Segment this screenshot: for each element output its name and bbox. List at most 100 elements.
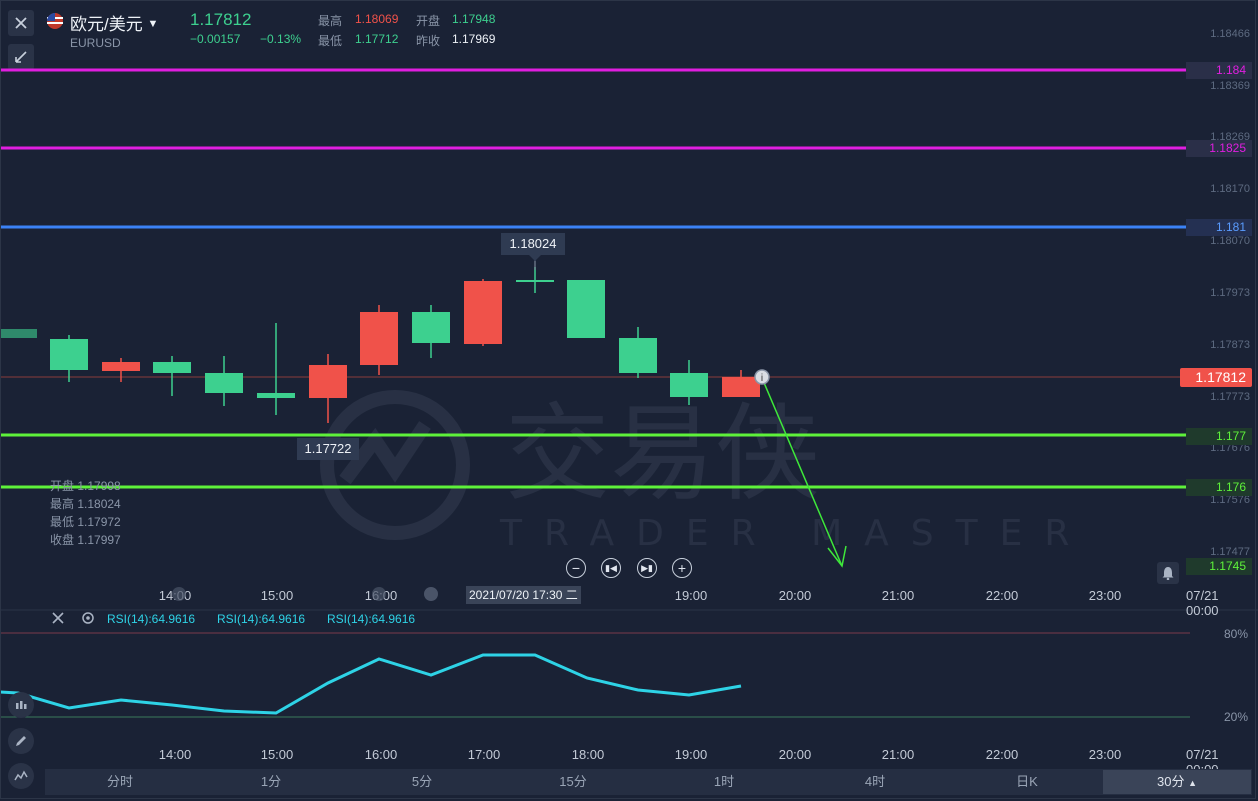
price-tick: 1.18466 <box>1210 28 1250 40</box>
close-button[interactable] <box>8 10 34 36</box>
timeframe-1h[interactable]: 1时 <box>713 774 735 789</box>
rsi-settings-button[interactable] <box>80 610 96 629</box>
candle <box>205 373 243 393</box>
timeframe-30min-active[interactable]: 30分 ▲ <box>1103 770 1251 794</box>
level-tag-1176[interactable]: 1.176 <box>1186 479 1252 496</box>
timeframe-4h[interactable]: 4时 <box>864 774 886 789</box>
pencil-icon <box>16 736 26 746</box>
prev-close-label: 昨收 <box>416 34 441 48</box>
candles <box>0 267 760 423</box>
marker-dot <box>424 587 438 601</box>
timeframe-daily[interactable]: 日K <box>1016 774 1038 789</box>
price-tick: 1.17576 <box>1210 494 1250 506</box>
price-tick: 1.18369 <box>1210 80 1250 92</box>
indicator-icon <box>14 770 28 781</box>
watermark-en: TRADER MASTER <box>499 513 1091 554</box>
time-tick: 19:00 <box>674 747 708 762</box>
collapse-button[interactable] <box>8 44 34 70</box>
level-tag-1184[interactable]: 1.184 <box>1186 62 1252 79</box>
low-callout: 1.17722 <box>297 438 359 460</box>
open-label: 开盘 <box>416 14 441 28</box>
time-tick: 21:00 <box>881 588 915 603</box>
price-tick: 1.17477 <box>1210 546 1250 558</box>
time-tick: 15:00 <box>260 747 294 762</box>
marker-dot <box>372 587 386 601</box>
symbol-code: EURUSD <box>70 36 121 50</box>
time-tick: 21:00 <box>881 747 915 762</box>
time-tick: 17:00 <box>467 747 501 762</box>
candle <box>360 312 398 365</box>
close-icon <box>52 612 64 624</box>
watermark-logo <box>320 390 470 540</box>
zoom-out-button[interactable]: − <box>566 558 586 578</box>
rsi-level-high: 80% <box>1223 627 1248 641</box>
price-tick: 1.17973 <box>1210 287 1250 299</box>
rsi-label: RSI(14):64.9616 <box>327 612 416 626</box>
price-tick: 1.17773 <box>1210 391 1250 403</box>
zoom-out-icon: − <box>571 560 581 576</box>
timeframe-tick[interactable]: 分时 <box>106 774 133 789</box>
price-change: −0.00157 <box>190 32 241 46</box>
bell-icon <box>1162 567 1174 580</box>
timeframe-bar <box>45 769 1252 795</box>
timeframe-5min[interactable]: 5分 <box>411 774 433 789</box>
forecast-arrow[interactable]: i <box>754 369 847 568</box>
level-tag-11745[interactable]: 1.1745 <box>1186 558 1252 575</box>
price-change-pct: −0.13% <box>260 32 302 46</box>
time-tick: 22:00 <box>985 747 1019 762</box>
svg-text:i: i <box>761 373 763 384</box>
rsi-line <box>0 653 742 715</box>
candle <box>153 362 191 373</box>
rsi-close-button[interactable] <box>50 610 66 629</box>
marker-dot <box>172 587 186 601</box>
high-value: 1.18069 <box>355 12 399 26</box>
rsi-label: RSI(14):64.9616 <box>217 612 306 626</box>
close-icon <box>15 17 27 29</box>
price-tick: 1.18170 <box>1210 183 1250 195</box>
alert-button[interactable] <box>1157 562 1179 584</box>
forecast-handle[interactable] <box>754 369 770 385</box>
ohlc-high: 最高 1.18024 <box>50 497 121 511</box>
ohlc-close: 收盘 1.17997 <box>50 533 121 547</box>
skip-back-icon: ▮◀ <box>605 562 617 573</box>
candle <box>464 281 502 344</box>
high-label: 最高 <box>318 14 343 28</box>
level-tag-11825[interactable]: 1.1825 <box>1186 140 1252 157</box>
price-tick: 1.17676 <box>1210 442 1250 454</box>
candle <box>102 362 140 371</box>
dropdown-icon: ▼ <box>147 18 159 30</box>
time-tick: 14:00 <box>158 747 192 762</box>
skip-forward-button[interactable]: ▶▮ <box>637 558 657 578</box>
zoom-in-button[interactable]: + <box>672 558 692 578</box>
time-tick: 19:00 <box>674 588 708 603</box>
current-price-tag: 1.17812 <box>1180 368 1252 387</box>
candles-button[interactable] <box>8 692 34 718</box>
time-tick: 23:00 <box>1088 588 1122 603</box>
timeframe-15min[interactable]: 15分 <box>559 774 587 789</box>
ohlc-open: 开盘 1.17998 <box>50 479 121 493</box>
low-label: 最低 <box>318 34 343 48</box>
candle <box>722 377 760 397</box>
candle <box>670 373 708 397</box>
draw-button[interactable] <box>8 728 34 754</box>
candle <box>412 312 450 343</box>
timeframe-1min[interactable]: 1分 <box>260 774 282 789</box>
active-timeframe-label: 30分 <box>1156 774 1185 789</box>
candle <box>257 393 295 398</box>
high-callout: 1.18024 <box>501 233 565 255</box>
candle <box>0 329 37 338</box>
skip-forward-icon: ▶▮ <box>641 562 653 573</box>
pair-selector[interactable]: 欧元/美元 ▼ <box>70 10 158 35</box>
time-tick: 07/21 00:00 <box>1186 588 1219 618</box>
indicator-button[interactable] <box>8 763 34 789</box>
candle <box>567 280 605 338</box>
time-tick: 18:00 <box>571 747 605 762</box>
candle <box>619 338 657 373</box>
candles-icon <box>16 701 27 709</box>
prev-close-value: 1.17969 <box>452 32 496 46</box>
ohlc-low: 最低 1.17972 <box>50 515 121 529</box>
level-tag-1181[interactable]: 1.181 <box>1186 219 1252 236</box>
level-tag-1177[interactable]: 1.177 <box>1186 428 1252 445</box>
skip-back-button[interactable]: ▮◀ <box>601 558 621 578</box>
